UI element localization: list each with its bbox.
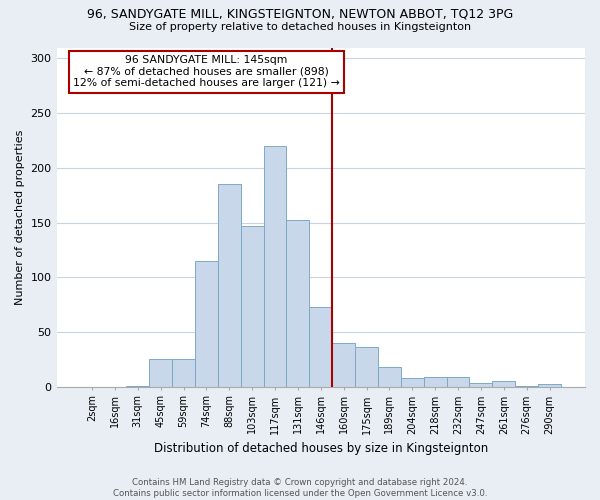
Text: 96, SANDYGATE MILL, KINGSTEIGNTON, NEWTON ABBOT, TQ12 3PG: 96, SANDYGATE MILL, KINGSTEIGNTON, NEWTO…	[87, 8, 513, 20]
Bar	[172, 360, 195, 386]
X-axis label: Distribution of detached houses by size in Kingsteignton: Distribution of detached houses by size …	[154, 442, 488, 455]
Bar	[149, 360, 172, 386]
Bar	[355, 348, 378, 387]
Y-axis label: Number of detached properties: Number of detached properties	[15, 130, 25, 305]
Bar	[310, 307, 332, 386]
Bar	[538, 384, 561, 386]
Text: Size of property relative to detached houses in Kingsteignton: Size of property relative to detached ho…	[129, 22, 471, 32]
Bar	[469, 384, 493, 386]
Bar	[195, 261, 218, 386]
Bar	[263, 146, 286, 386]
Bar	[241, 226, 263, 386]
Bar	[446, 377, 469, 386]
Bar	[493, 381, 515, 386]
Bar	[286, 220, 310, 386]
Bar	[424, 377, 446, 386]
Bar	[332, 343, 355, 386]
Text: Contains HM Land Registry data © Crown copyright and database right 2024.
Contai: Contains HM Land Registry data © Crown c…	[113, 478, 487, 498]
Bar	[378, 367, 401, 386]
Bar	[401, 378, 424, 386]
Text: 96 SANDYGATE MILL: 145sqm
← 87% of detached houses are smaller (898)
12% of semi: 96 SANDYGATE MILL: 145sqm ← 87% of detac…	[73, 55, 340, 88]
Bar	[218, 184, 241, 386]
